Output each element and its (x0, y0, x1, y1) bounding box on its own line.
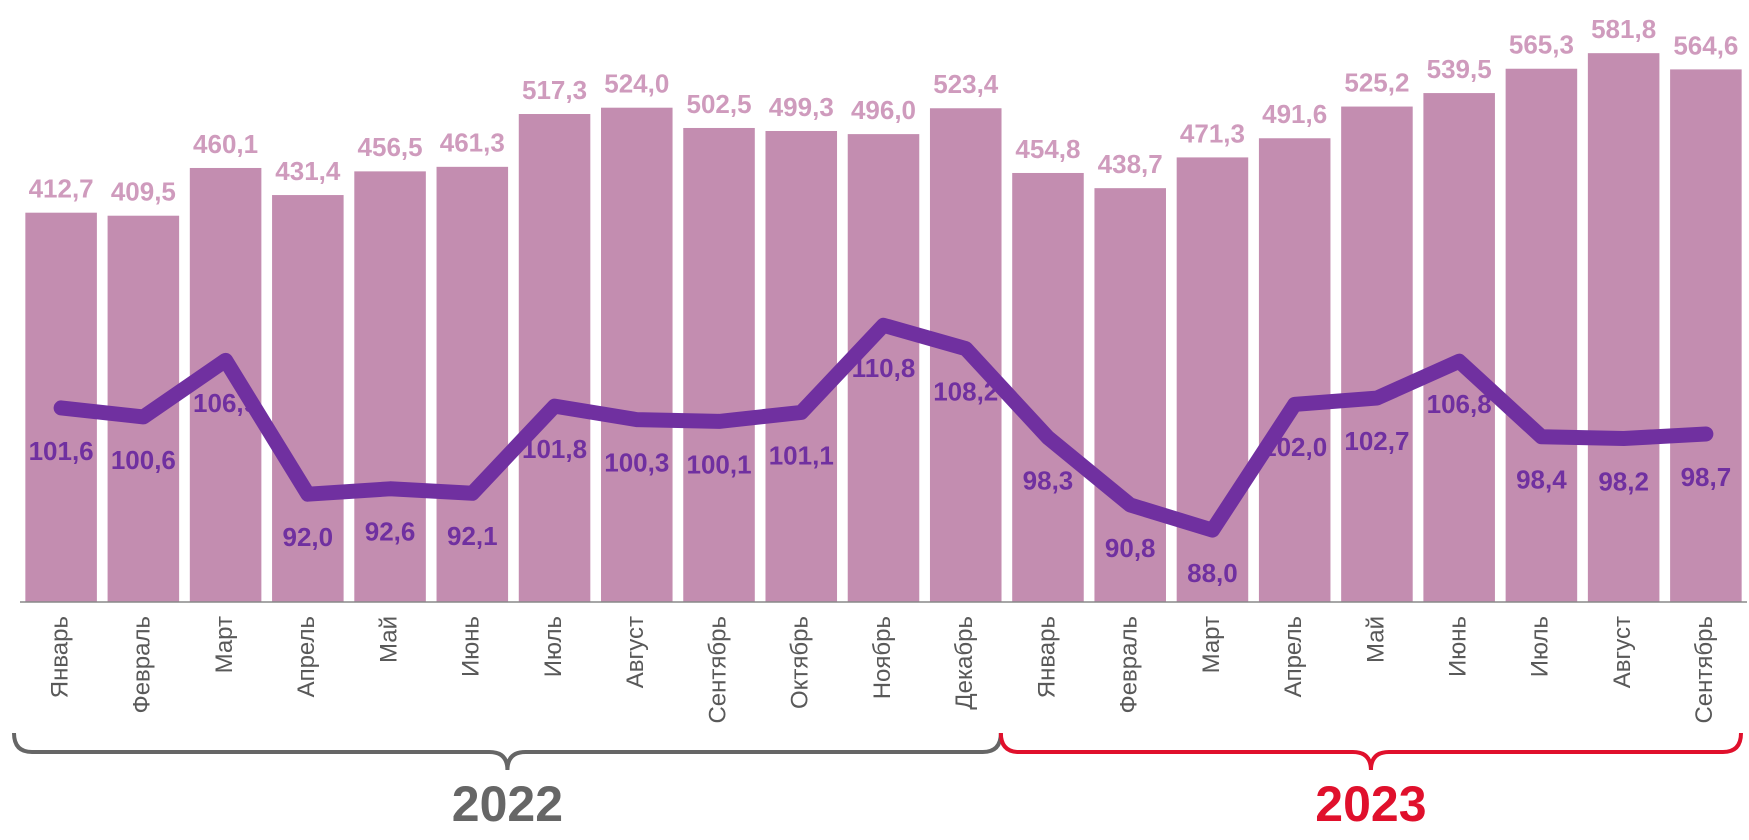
x-tick-label: Май (1362, 616, 1389, 663)
bar-value-label: 525,2 (1344, 67, 1409, 97)
x-tick-label: Апрель (293, 616, 320, 697)
group-label: 2022 (452, 776, 563, 832)
bar (1587, 53, 1660, 603)
x-tick-label: Декабрь (951, 616, 978, 710)
line-value-label: 98,4 (1516, 465, 1567, 495)
bar (436, 166, 509, 602)
group-brace (998, 732, 1743, 771)
x-tick-label: Август (1609, 616, 1636, 688)
bar-value-label: 438,7 (1098, 149, 1163, 179)
x-tick-label: Март (1198, 616, 1225, 673)
line-value-label: 92,6 (365, 517, 416, 547)
line-value-label: 98,2 (1598, 466, 1649, 496)
x-tick-label: Февраль (1116, 616, 1143, 714)
line-value-label: 101,1 (769, 440, 834, 470)
bar (1505, 68, 1578, 603)
line-value-label: 98,7 (1681, 462, 1732, 492)
line-value-label: 102,0 (1262, 432, 1327, 462)
bar-value-label: 581,8 (1591, 14, 1656, 44)
x-tick-label: Май (375, 616, 402, 663)
bar-value-label: 496,0 (851, 95, 916, 125)
x-tick-label: Сентябрь (1691, 616, 1718, 724)
line-value-label: 110,8 (852, 353, 916, 383)
line-value-label: 102,7 (1344, 426, 1409, 456)
x-tick-label: Ноябрь (869, 616, 896, 699)
bar (847, 134, 920, 602)
bar-value-label: 539,5 (1427, 54, 1492, 84)
bar-value-label: 456,5 (358, 132, 423, 162)
bar (765, 130, 838, 603)
line-value-label: 92,1 (447, 521, 498, 551)
group-label: 2023 (1315, 776, 1426, 832)
bar (518, 114, 591, 602)
x-tick-label: Июль (540, 616, 567, 677)
bar-value-label: 524,0 (604, 69, 669, 99)
bar-value-label: 431,4 (275, 156, 341, 186)
x-tick-label: Июль (1527, 616, 1554, 677)
x-tick-label: Март (211, 616, 238, 673)
x-tick-label: Январь (1033, 616, 1060, 698)
bar (272, 195, 344, 602)
bar-value-label: 471,3 (1180, 118, 1245, 148)
bar (354, 171, 426, 602)
line-value-label: 88,0 (1187, 558, 1238, 588)
x-tick-label: Июнь (458, 616, 485, 677)
line-value-label: 90,8 (1105, 533, 1156, 563)
bar (683, 127, 755, 602)
line-value-label: 101,8 (522, 434, 587, 464)
line-value-label: 98,3 (1023, 465, 1074, 495)
bar-value-label: 502,5 (686, 89, 751, 119)
bar-value-label: 454,8 (1015, 134, 1080, 164)
x-tick-label: Январь (46, 616, 73, 698)
line-value-label: 108,2 (933, 377, 998, 407)
line (53, 317, 1714, 538)
bar-value-label: 565,3 (1509, 30, 1574, 60)
bar-value-label: 523,4 (933, 69, 999, 99)
group-brace (12, 732, 1003, 771)
bar (1670, 69, 1742, 603)
x-tick-label: Февраль (129, 616, 156, 714)
line-value-label: 106,8 (1427, 389, 1492, 419)
line-value-label: 92,0 (283, 522, 334, 552)
bar (1423, 93, 1495, 603)
line-value-label: 106,9 (193, 388, 258, 418)
line-value-label: 100,6 (111, 445, 176, 475)
bar-value-label: 409,5 (111, 177, 176, 207)
bar-value-label: 412,7 (29, 174, 94, 204)
bar (1341, 106, 1413, 602)
x-tick-label: Апрель (1280, 616, 1307, 697)
bar-value-label: 461,3 (440, 128, 505, 158)
line-value-label: 100,1 (686, 449, 751, 479)
bar (1094, 188, 1166, 602)
x-tick-label: Август (622, 616, 649, 688)
x-tick-label: Июнь (1445, 616, 1472, 677)
bar (601, 107, 673, 603)
bar-value-label: 499,3 (769, 92, 834, 122)
bar (1258, 138, 1331, 603)
bar-value-label: 460,1 (193, 129, 258, 159)
line-value-label: 101,6 (29, 436, 94, 466)
bar-value-label: 564,6 (1673, 30, 1738, 60)
x-tick-label: Сентябрь (704, 616, 731, 724)
bar-value-label: 491,6 (1262, 99, 1327, 129)
x-tick-label: Октябрь (787, 616, 814, 709)
bar (1012, 172, 1084, 603)
bar-value-label: 517,3 (522, 75, 587, 105)
line-value-label: 100,3 (604, 447, 669, 477)
